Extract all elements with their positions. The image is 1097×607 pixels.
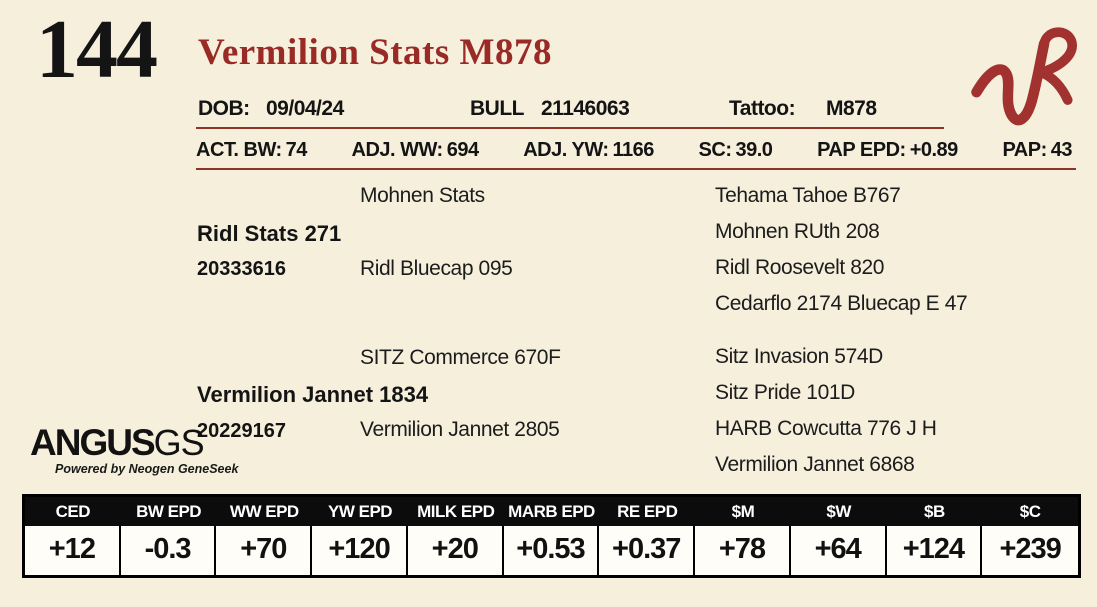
dam-dam: Vermilion Jannet 2805 <box>360 418 560 441</box>
epd-value-dm: +78 <box>695 526 791 575</box>
divider-rule-bottom <box>196 168 1076 170</box>
dob-label: DOB: <box>198 97 250 120</box>
epd-header-dm: $M <box>695 497 791 526</box>
dob-value: 09/04/24 <box>266 97 344 120</box>
stat-pap-epd: PAP EPD: +0.89 <box>817 139 962 162</box>
epd-header-ww: WW EPD <box>216 497 313 526</box>
tattoo-label: Tattoo: <box>729 97 796 120</box>
animal-name: Vermilion Stats M878 <box>198 32 552 73</box>
epd-value-milk: +20 <box>407 526 504 575</box>
stat-value: 694 <box>446 139 479 161</box>
stat-label: ADJ. WW: <box>351 139 444 161</box>
epd-header-dw: $W <box>790 497 887 526</box>
registration-number: 21146063 <box>541 97 630 120</box>
divider-rule-top <box>196 127 944 129</box>
sire-ancestor: Tehama Tahoe B767 <box>715 184 901 207</box>
lot-number: 144 <box>36 3 158 96</box>
epd-header-milk: MILK EPD <box>407 497 504 526</box>
dam-registration: 20229167 <box>197 420 286 442</box>
epd-value-re: +0.37 <box>599 526 696 575</box>
stat-label: ADJ. YW: <box>523 139 609 161</box>
sire-dam: Ridl Bluecap 095 <box>360 257 513 280</box>
dam-ancestor: Vermilion Jannet 6868 <box>715 453 915 476</box>
sire-sire: Mohnen Stats <box>360 184 485 207</box>
epd-value-bw: -0.3 <box>120 526 217 575</box>
epd-value-dw: +64 <box>790 526 887 575</box>
stat-value: 39.0 <box>735 139 773 161</box>
epd-header-db: $B <box>886 497 983 526</box>
epd-header-ced: CED <box>25 497 121 526</box>
dam-name: Vermilion Jannet 1834 <box>197 382 429 407</box>
angus-gs-logo: ANGUSGS <box>30 422 205 463</box>
stat-value: +0.89 <box>909 139 959 161</box>
dam-ancestor: HARB Cowcutta 776 J H <box>715 417 937 440</box>
epd-table: CED BW EPD WW EPD YW EPD MILK EPD MARB E… <box>22 494 1081 578</box>
dam-sire: SITZ Commerce 670F <box>360 346 561 369</box>
epd-header-marb: MARB EPD <box>503 497 600 526</box>
stats-row: ACT. BW: 74 ADJ. WW: 694 ADJ. YW: 1166 SC: 3… <box>196 139 1076 162</box>
stat-adj-yw: ADJ. YW: 1166 <box>523 139 658 162</box>
stat-adj-ww: ADJ. WW: 694 <box>352 139 483 162</box>
sire-ancestor: Ridl Roosevelt 820 <box>715 256 885 279</box>
stat-label: SC: <box>698 139 732 161</box>
stat-label: PAP: <box>1002 139 1047 161</box>
stat-label: ACT. BW: <box>196 139 282 161</box>
epd-header-bw: BW EPD <box>120 497 217 526</box>
angus-logo-main: ANGUS <box>30 422 156 463</box>
sire-name: Ridl Stats 271 <box>197 221 342 246</box>
epd-value-yw: +120 <box>312 526 408 575</box>
stat-pap: PAP: 43 <box>1002 139 1076 162</box>
stat-sc: SC: 39.0 <box>699 139 777 162</box>
sex-label: BULL <box>470 97 525 120</box>
vermilion-ranch-brand-icon <box>971 27 1077 126</box>
stat-label: PAP EPD: <box>817 139 906 161</box>
epd-header-dc: $C <box>982 497 1078 526</box>
epd-value-ww: +70 <box>216 526 313 575</box>
epd-value-ced: +12 <box>25 526 121 575</box>
sire-ancestor: Cedarflo 2174 Bluecap E 47 <box>715 292 968 315</box>
sire-registration: 20333616 <box>197 258 286 280</box>
epd-header-re: RE EPD <box>599 497 696 526</box>
stat-value: 74 <box>285 139 308 161</box>
angus-logo-sub: GS <box>153 422 205 463</box>
epd-header-yw: YW EPD <box>312 497 408 526</box>
sire-ancestor: Mohnen RUth 208 <box>715 220 880 243</box>
dam-ancestor: Sitz Invasion 574D <box>715 345 883 368</box>
angus-logo-tagline: Powered by Neogen GeneSeek <box>55 462 239 476</box>
epd-value-dc: +239 <box>982 526 1078 575</box>
stat-value: 1166 <box>612 139 655 161</box>
stat-act-bw: ACT. BW: 74 <box>196 139 311 162</box>
tattoo-value: M878 <box>826 97 877 120</box>
dam-ancestor: Sitz Pride 101D <box>715 381 855 404</box>
epd-value-marb: +0.53 <box>503 526 600 575</box>
epd-value-db: +124 <box>886 526 983 575</box>
stat-value: 43 <box>1050 139 1073 161</box>
